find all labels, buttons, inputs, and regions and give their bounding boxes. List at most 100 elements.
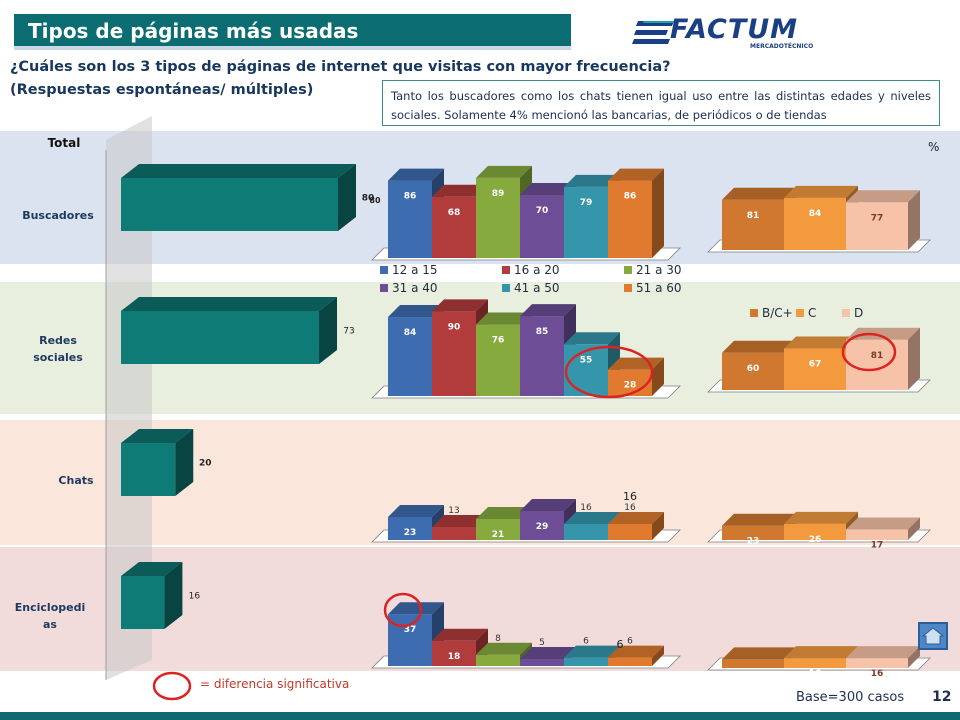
total-bar-1 (121, 297, 338, 364)
age-value-2-5: 16 (624, 503, 636, 513)
nse-legend-label-1: C (808, 306, 817, 320)
age-value-3-5: 6 (627, 637, 633, 647)
question-line2: (Respuestas espontáneas/ múltiples) (10, 82, 314, 98)
nse-value-1-2: 81 (871, 351, 884, 361)
nse-value-2-1: 26 (809, 535, 822, 545)
age-bar-2-4 (564, 512, 620, 540)
total-label: Total (47, 136, 81, 150)
age-value-3-4: 6 (583, 637, 589, 647)
total-bar-0 (121, 164, 356, 231)
age-bar-2-1 (432, 515, 488, 540)
title-bar: Tipos de páginas más usadas (14, 14, 571, 48)
logo-subtext: MERCADOTÉCNICO (750, 43, 814, 50)
age-value-1-1: 90 (448, 322, 461, 332)
nse-bar-1-0 (722, 340, 796, 390)
nse-bar-2-2 (846, 517, 920, 540)
significance-circle-redes-age (564, 345, 654, 399)
buscadores-side-value: 80 (369, 196, 381, 205)
age-bar-2-3 (520, 499, 576, 540)
nse-bar-2-1 (784, 511, 858, 540)
footer-bar (0, 712, 960, 720)
age-legend-item-3: 31 a 40 (380, 277, 438, 296)
nse-value-0-0: 81 (747, 211, 760, 221)
total-value-0: 80 (362, 194, 375, 204)
age-legend-item-0: 12 a 15 (380, 259, 438, 278)
age-bar-1-2 (476, 312, 532, 396)
age-value-2-2: 21 (492, 530, 505, 540)
age-bar-2-5 (608, 512, 664, 540)
age-legend-swatch-5 (624, 284, 632, 292)
age-bar-0-2 (476, 165, 532, 258)
nse-legend-swatch-2 (842, 309, 850, 317)
row-label-redes: Redes sociales (33, 334, 83, 364)
nse-value-3-2: 16 (871, 669, 884, 679)
age-legend-swatch-1 (502, 266, 510, 274)
significance-circle-redes-nse (841, 332, 897, 372)
age-value-0-3: 70 (536, 206, 549, 216)
title-underline (14, 46, 571, 50)
age-value-3-0: 37 (404, 625, 417, 635)
age-value-1-4: 55 (580, 355, 593, 365)
significance-circle-icon (152, 671, 192, 701)
age-value-0-5: 86 (624, 192, 637, 202)
age-legend-swatch-3 (380, 284, 388, 292)
age-legend-swatch-2 (624, 266, 632, 274)
age-value-1-0: 84 (404, 328, 417, 338)
nse-value-3-1: 16 (809, 669, 822, 679)
age-legend: 12 a 15 16 a 20 21 a 30 31 a 40 41 a 50 51 a … (380, 259, 740, 295)
logo-text: FACTUM (670, 14, 799, 45)
base-label: Base=300 casos (796, 690, 905, 705)
nse-value-2-2: 17 (871, 540, 884, 550)
age-legend-item-2: 21 a 30 (624, 259, 682, 278)
row-label-buscadores: Buscadores (22, 209, 94, 222)
note-box: Tanto los buscadores como los chats tien… (382, 80, 940, 126)
age-value-0-2: 89 (492, 189, 505, 199)
age-value-2-1: 13 (448, 506, 459, 516)
nse-legend-label-2: D (854, 306, 864, 320)
nse-value-1-0: 60 (747, 364, 760, 374)
percent-label: % (928, 140, 940, 154)
total-value-2: 20 (199, 459, 212, 469)
age-legend-label-0: 12 a 15 (392, 263, 438, 277)
nse-bar-3-2 (846, 646, 920, 668)
total-bar-2 (121, 429, 194, 496)
nse-legend-swatch-0 (750, 309, 758, 317)
age-value-3-3: 5 (539, 638, 545, 648)
nse-bar-0-2 (846, 190, 920, 250)
age-value-1-2: 76 (492, 336, 505, 346)
nse-value-3-0: 14 (747, 670, 760, 680)
age-legend-item-1: 16 a 20 (502, 259, 560, 278)
age-value-2-0: 23 (404, 528, 417, 538)
age-legend-item-5: 51 a 60 (624, 277, 682, 296)
nse-value-0-2: 77 (871, 213, 884, 223)
age-bar-3-1 (432, 628, 488, 666)
total-value-1: 73 (343, 327, 354, 337)
chats-extra-value: 16 (623, 490, 637, 503)
total-chart-wall (106, 116, 152, 680)
significance-label: = diferencia significativa (200, 677, 350, 691)
encic-extra-value: 6 (617, 638, 624, 651)
age-bar-0-5 (608, 168, 664, 258)
nse-legend-item-0: B/C+ (750, 302, 793, 321)
nse-value-0-1: 84 (809, 209, 822, 219)
age-value-3-1: 18 (448, 652, 461, 662)
nse-legend-item-2: D (842, 302, 863, 321)
significance-circle-encic-age (383, 592, 423, 628)
nse-legend-label-0: B/C+ (762, 306, 793, 320)
factum-logo: FACTUM MERCADOTÉCNICO (630, 14, 825, 52)
age-legend-label-3: 31 a 40 (392, 281, 438, 295)
home-button[interactable] (918, 622, 948, 650)
page-title: Tipos de páginas más usadas (28, 19, 359, 43)
age-value-1-5: 28 (624, 381, 637, 391)
nse-bar-0-0 (722, 187, 796, 250)
age-legend-item-4: 41 a 50 (502, 277, 560, 296)
age-legend-label-2: 21 a 30 (636, 263, 682, 277)
nse-value-1-1: 67 (809, 359, 822, 369)
nse-legend: B/C+ C D (750, 302, 890, 320)
row-label-enciclopedias: Enciclopedi as (14, 601, 86, 631)
age-legend-label-1: 16 a 20 (514, 263, 560, 277)
age-legend-label-5: 51 a 60 (636, 281, 682, 295)
page-number: 12 (932, 689, 952, 705)
total-bar-3 (121, 562, 183, 629)
